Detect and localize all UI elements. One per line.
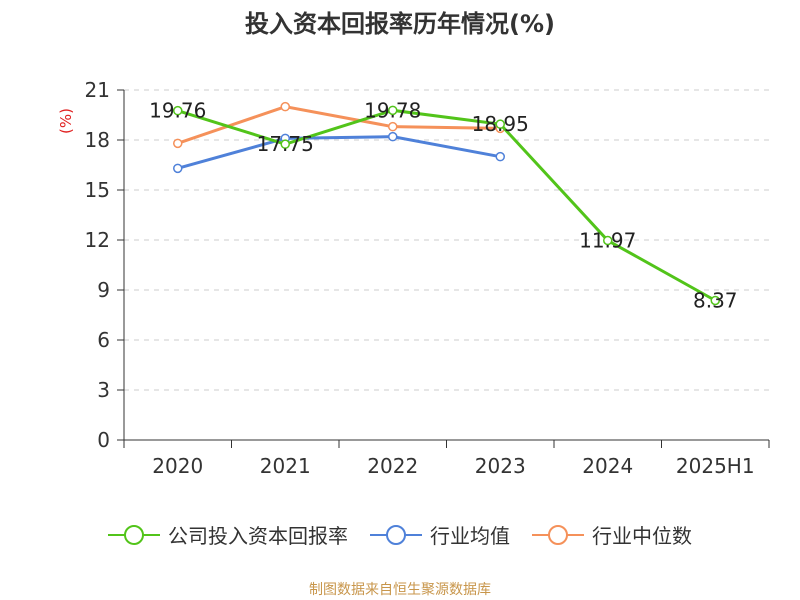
x-tick-label: 2020 [152,454,203,478]
legend-label-industry-mean: 行业均值 [430,524,510,548]
data-point-1 [495,151,505,162]
y-tick-label: 0 [97,428,110,452]
legend-swatch-company [108,524,160,545]
data-point-0 [603,235,613,246]
y-tick-label: 15 [85,178,110,202]
legend-swatch-industry-median [532,524,584,545]
legend-item-industry-mean[interactable]: 行业均值 [370,520,510,549]
data-label: 11.97 [579,229,636,253]
data-point-0 [388,105,398,116]
series-line-2 [177,105,501,145]
legend-swatch-industry-mean [370,524,422,545]
data-point-2 [280,101,290,112]
x-tick-label: 2024 [582,454,633,478]
data-point-0 [173,105,183,116]
y-tick-label: 3 [97,378,110,402]
legend-item-industry-median[interactable]: 行业中位数 [532,520,692,549]
x-tick-label: 2025H1 [676,454,755,478]
series-line-0 [177,108,716,302]
data-label: 19.78 [364,98,421,122]
data-point-1 [388,131,398,142]
legend-label-company: 公司投入资本回报率 [168,524,348,548]
legend-item-company[interactable]: 公司投入资本回报率 [108,520,348,549]
data-label: 8.37 [693,289,738,313]
data-label: 19.76 [149,99,206,123]
source-note: 制图数据来自恒生聚源数据库 [309,582,491,598]
data-label: 18.95 [472,112,529,136]
x-tick-label: 2021 [260,454,311,478]
data-point-1 [173,163,183,174]
data-point-2 [173,138,183,149]
legend-label-industry-median: 行业中位数 [592,524,692,548]
data-point-0 [495,119,505,129]
data-point-2 [388,121,398,132]
legend: 公司投入资本回报率 行业均值 行业中位数 [0,520,800,549]
data-point-0 [710,295,720,306]
y-tick-label: 9 [97,278,110,302]
y-tick-label: 12 [85,228,110,252]
chart-title: 投入资本回报率历年情况(%) [245,10,555,38]
x-tick-label: 2022 [367,454,418,478]
y-tick-label: 18 [85,128,110,152]
series-line-1 [177,135,501,170]
data-label: 17.75 [257,132,314,156]
data-point-0 [280,139,290,149]
y-tick-label: 21 [85,78,110,102]
x-tick-label: 2023 [475,454,526,478]
y-tick-label: 6 [97,328,110,352]
